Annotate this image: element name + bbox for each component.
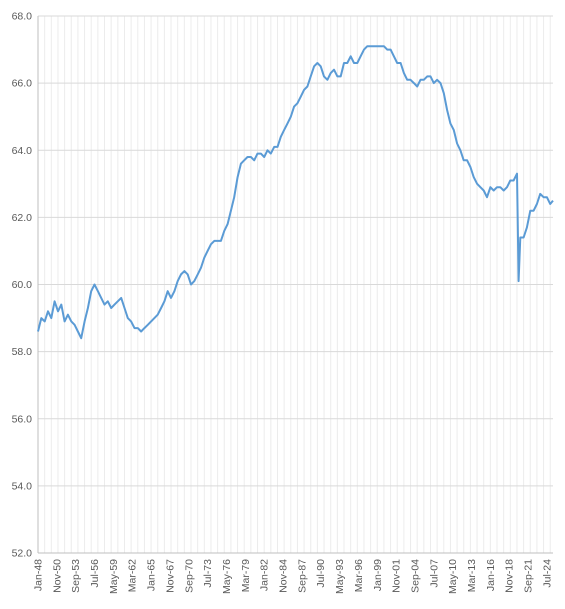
x-tick-label: Jan-16 [485, 559, 497, 591]
x-tick-label: Jul-07 [428, 559, 440, 588]
x-tick-label: Nov-01 [391, 559, 403, 593]
x-tick-label: Sep-87 [296, 559, 308, 593]
x-tick-label: May-76 [221, 559, 233, 594]
y-tick-label: 54.0 [12, 480, 33, 492]
x-tick-label: Sep-04 [410, 559, 422, 593]
x-tick-label: Nov-84 [278, 559, 290, 593]
y-tick-label: 64.0 [12, 145, 33, 157]
x-tick-label: Jan-99 [372, 559, 384, 591]
x-tick-label: May-10 [447, 559, 459, 594]
x-tick-label: May-93 [334, 559, 346, 594]
x-tick-label: May-59 [108, 559, 120, 594]
x-tick-label: Mar-62 [127, 559, 139, 592]
x-tick-label: Jan-48 [33, 559, 45, 591]
y-tick-label: 56.0 [12, 413, 33, 425]
y-tick-label: 66.0 [12, 78, 33, 90]
x-tick-label: Jul-24 [541, 559, 553, 588]
x-tick-label: Mar-13 [466, 559, 478, 592]
x-tick-label: Mar-79 [240, 559, 252, 592]
x-axis-tick-labels: Jan-48 Nov-50 Sep-53 Jul-56 May-59 Mar-62 Jan-… [33, 559, 554, 594]
x-tick-label: Sep-21 [523, 559, 535, 593]
y-tick-label: 58.0 [12, 346, 33, 358]
y-axis-tick-labels: 52.0 54.0 56.0 58.0 60.0 62.0 64.0 66.0 68.0 [12, 11, 33, 560]
x-tick-label: Nov-18 [504, 559, 516, 593]
x-tick-label: Jan-82 [259, 559, 271, 591]
x-tick-label: Jul-73 [202, 559, 214, 588]
series-layer [37, 45, 554, 340]
x-tick-label: Sep-70 [183, 559, 195, 593]
series-line [37, 45, 554, 340]
x-tick-label: Jul-90 [315, 559, 327, 588]
x-tick-label: Mar-96 [353, 559, 365, 592]
x-tick-label: Jul-56 [89, 559, 101, 588]
y-tick-label: 62.0 [12, 212, 33, 224]
y-tick-label: 52.0 [12, 548, 33, 560]
x-tick-label: Jan-65 [146, 559, 158, 591]
x-tick-label: Nov-67 [164, 559, 176, 593]
axes [37, 16, 553, 554]
x-tick-label: Nov-50 [51, 559, 63, 593]
y-tick-label: 68.0 [12, 11, 33, 23]
y-tick-label: 60.0 [12, 279, 33, 291]
gridlines [38, 15, 553, 553]
x-tick-label: Sep-53 [70, 559, 82, 593]
